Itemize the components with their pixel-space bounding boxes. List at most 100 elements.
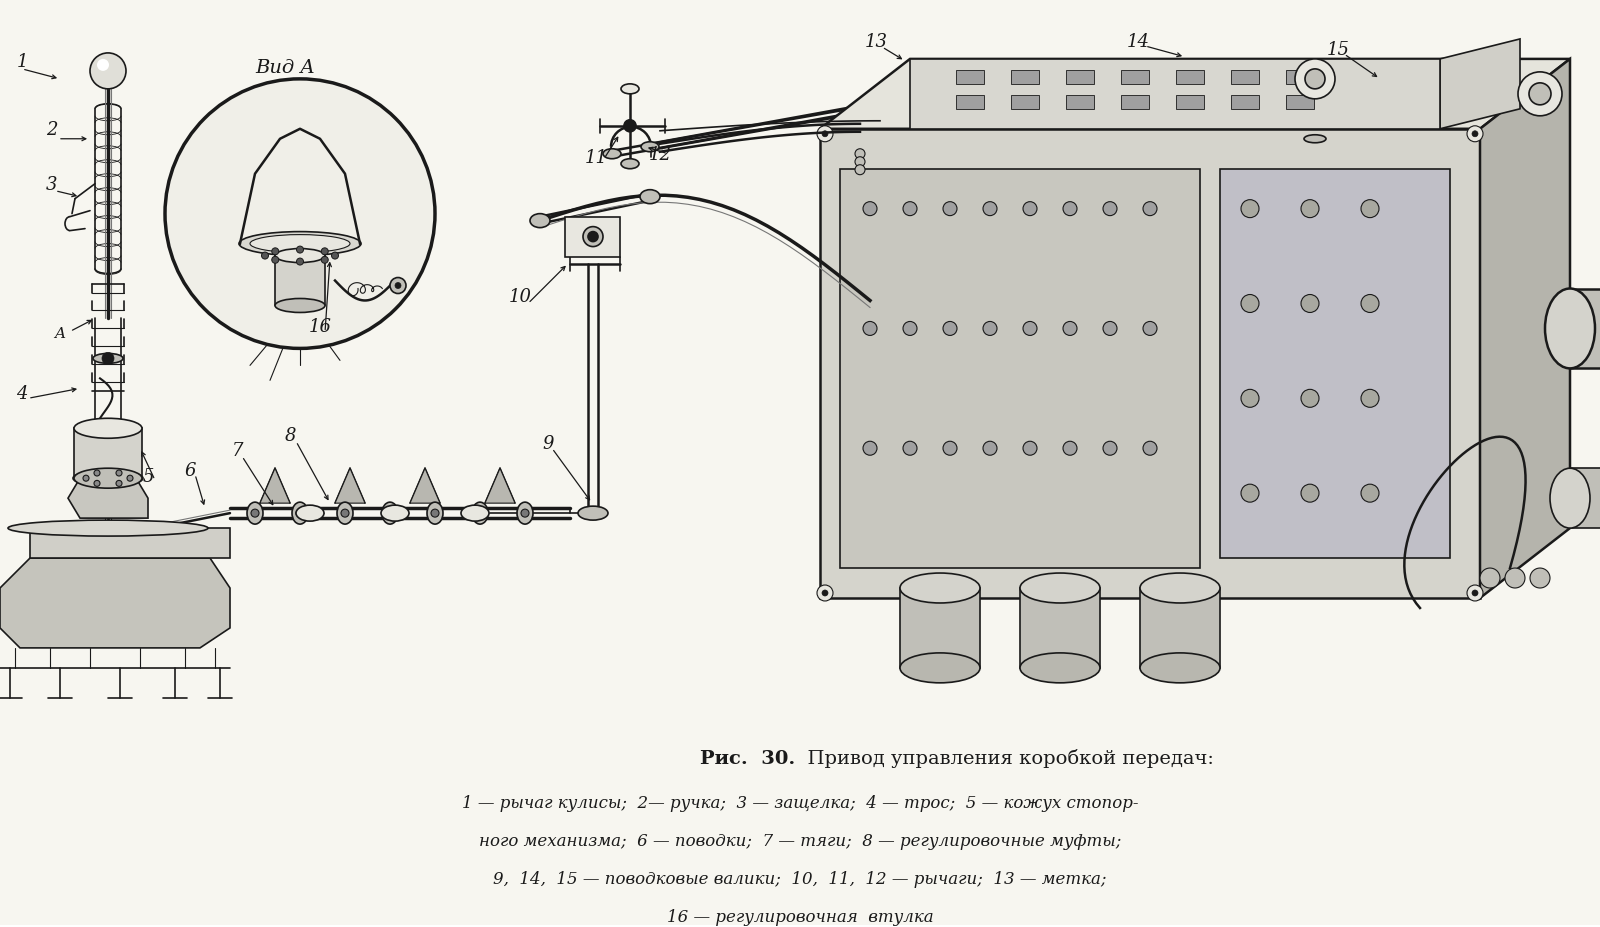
Bar bbox=[1230, 70, 1259, 84]
Bar bbox=[30, 528, 230, 558]
Text: 5: 5 bbox=[142, 468, 154, 486]
Circle shape bbox=[942, 322, 957, 337]
Text: 15: 15 bbox=[1326, 41, 1349, 58]
Polygon shape bbox=[565, 218, 621, 258]
Polygon shape bbox=[1480, 60, 1570, 598]
Ellipse shape bbox=[640, 190, 661, 205]
Circle shape bbox=[1102, 322, 1117, 337]
Bar bbox=[1021, 589, 1101, 668]
Circle shape bbox=[1022, 202, 1037, 216]
Circle shape bbox=[982, 442, 997, 456]
Circle shape bbox=[261, 253, 269, 260]
Ellipse shape bbox=[517, 502, 533, 525]
Ellipse shape bbox=[1139, 574, 1221, 603]
Bar bbox=[275, 256, 325, 306]
Bar bbox=[1139, 589, 1221, 668]
Circle shape bbox=[1472, 132, 1478, 137]
Circle shape bbox=[589, 233, 598, 242]
Circle shape bbox=[862, 322, 877, 337]
Circle shape bbox=[1142, 322, 1157, 337]
Ellipse shape bbox=[1530, 568, 1550, 589]
Ellipse shape bbox=[461, 505, 490, 522]
Polygon shape bbox=[0, 558, 230, 648]
Circle shape bbox=[390, 278, 406, 294]
Bar bbox=[1286, 70, 1314, 84]
Text: 14: 14 bbox=[1126, 32, 1149, 51]
Polygon shape bbox=[334, 469, 365, 503]
Circle shape bbox=[982, 322, 997, 337]
Text: 2: 2 bbox=[46, 121, 58, 139]
Circle shape bbox=[1362, 295, 1379, 313]
Circle shape bbox=[94, 481, 99, 487]
Polygon shape bbox=[485, 469, 515, 503]
Circle shape bbox=[1242, 295, 1259, 313]
Text: 13: 13 bbox=[864, 32, 888, 51]
Circle shape bbox=[902, 322, 917, 337]
Circle shape bbox=[430, 510, 438, 517]
Circle shape bbox=[822, 590, 829, 596]
Circle shape bbox=[296, 510, 304, 517]
Ellipse shape bbox=[1506, 568, 1525, 589]
Ellipse shape bbox=[578, 506, 608, 521]
Circle shape bbox=[1467, 127, 1483, 143]
Circle shape bbox=[624, 121, 637, 133]
Bar bbox=[1066, 70, 1094, 84]
Circle shape bbox=[115, 481, 122, 487]
Text: Привод управления коробкой передач:: Привод управления коробкой передач: bbox=[795, 748, 1214, 768]
Circle shape bbox=[1301, 485, 1318, 502]
Circle shape bbox=[942, 202, 957, 216]
Text: 4: 4 bbox=[16, 385, 27, 403]
Circle shape bbox=[386, 510, 394, 517]
Ellipse shape bbox=[250, 235, 350, 253]
Circle shape bbox=[1306, 70, 1325, 90]
Circle shape bbox=[1242, 390, 1259, 408]
Polygon shape bbox=[259, 469, 290, 503]
Ellipse shape bbox=[1546, 289, 1595, 369]
Circle shape bbox=[341, 510, 349, 517]
Circle shape bbox=[1062, 202, 1077, 216]
Text: 6: 6 bbox=[184, 462, 195, 479]
Bar bbox=[1230, 95, 1259, 109]
Text: ного механизма;  6 — поводки;  7 — тяги;  8 — регулировочные муфты;: ного механизма; 6 — поводки; 7 — тяги; 8… bbox=[478, 832, 1122, 849]
Circle shape bbox=[942, 442, 957, 456]
Circle shape bbox=[322, 248, 328, 256]
Circle shape bbox=[1301, 295, 1318, 313]
Circle shape bbox=[296, 247, 304, 254]
Ellipse shape bbox=[1304, 135, 1326, 144]
Text: 1 — рычаг кулисы;  2— ручка;  3 — защелка;  4 — трос;  5 — кожух стопор-: 1 — рычаг кулисы; 2— ручка; 3 — защелка;… bbox=[462, 794, 1138, 811]
Ellipse shape bbox=[381, 505, 410, 522]
Text: 7: 7 bbox=[232, 442, 243, 460]
Ellipse shape bbox=[899, 574, 979, 603]
Circle shape bbox=[1062, 442, 1077, 456]
Circle shape bbox=[115, 471, 122, 476]
Circle shape bbox=[862, 202, 877, 216]
Text: 12: 12 bbox=[648, 146, 672, 163]
Text: 9: 9 bbox=[542, 435, 554, 452]
Circle shape bbox=[90, 54, 126, 90]
Circle shape bbox=[854, 149, 866, 159]
Ellipse shape bbox=[427, 502, 443, 525]
Circle shape bbox=[1022, 322, 1037, 337]
Bar bbox=[1011, 95, 1038, 109]
Bar bbox=[1066, 95, 1094, 109]
Polygon shape bbox=[910, 60, 1440, 130]
Circle shape bbox=[83, 476, 90, 482]
Circle shape bbox=[1142, 442, 1157, 456]
Text: 16 — регулировочная  втулка: 16 — регулировочная втулка bbox=[667, 908, 933, 925]
Bar bbox=[1011, 70, 1038, 84]
Bar bbox=[1176, 95, 1205, 109]
Text: 9,  14,  15 — поводковые валики;  10,  11,  12 — рычаги;  13 — метка;: 9, 14, 15 — поводковые валики; 10, 11, 1… bbox=[493, 870, 1107, 887]
Ellipse shape bbox=[603, 149, 621, 159]
Polygon shape bbox=[819, 130, 1480, 598]
Ellipse shape bbox=[74, 469, 142, 489]
Circle shape bbox=[1242, 485, 1259, 502]
Circle shape bbox=[982, 202, 997, 216]
Circle shape bbox=[322, 257, 328, 264]
Polygon shape bbox=[67, 478, 147, 518]
Circle shape bbox=[854, 158, 866, 168]
Ellipse shape bbox=[296, 505, 323, 522]
Bar bbox=[1570, 289, 1600, 369]
Ellipse shape bbox=[74, 471, 142, 487]
Circle shape bbox=[1022, 442, 1037, 456]
Circle shape bbox=[126, 476, 133, 482]
